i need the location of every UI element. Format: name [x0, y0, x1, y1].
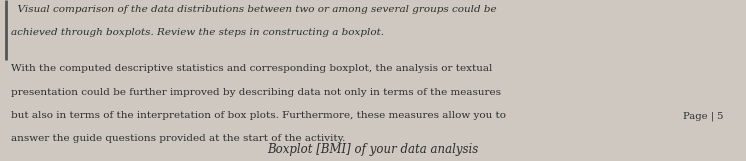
- Text: but also in terms of the interpretation of box plots. Furthermore, these measure: but also in terms of the interpretation …: [11, 111, 507, 120]
- Text: Page | 5: Page | 5: [683, 111, 723, 121]
- Text: With the computed descriptive statistics and corresponding boxplot, the analysis: With the computed descriptive statistics…: [11, 64, 492, 73]
- Text: Boxplot [BMI] of your data analysis: Boxplot [BMI] of your data analysis: [267, 143, 479, 156]
- Text: presentation could be further improved by describing data not only in terms of t: presentation could be further improved b…: [11, 88, 501, 97]
- Text: Visual comparison of the data distributions between two or among several groups : Visual comparison of the data distributi…: [11, 5, 497, 14]
- Text: answer the guide questions provided at the start of the activity.: answer the guide questions provided at t…: [11, 134, 345, 143]
- Text: achieved through boxplots. Review the steps in constructing a boxplot.: achieved through boxplots. Review the st…: [11, 28, 384, 37]
